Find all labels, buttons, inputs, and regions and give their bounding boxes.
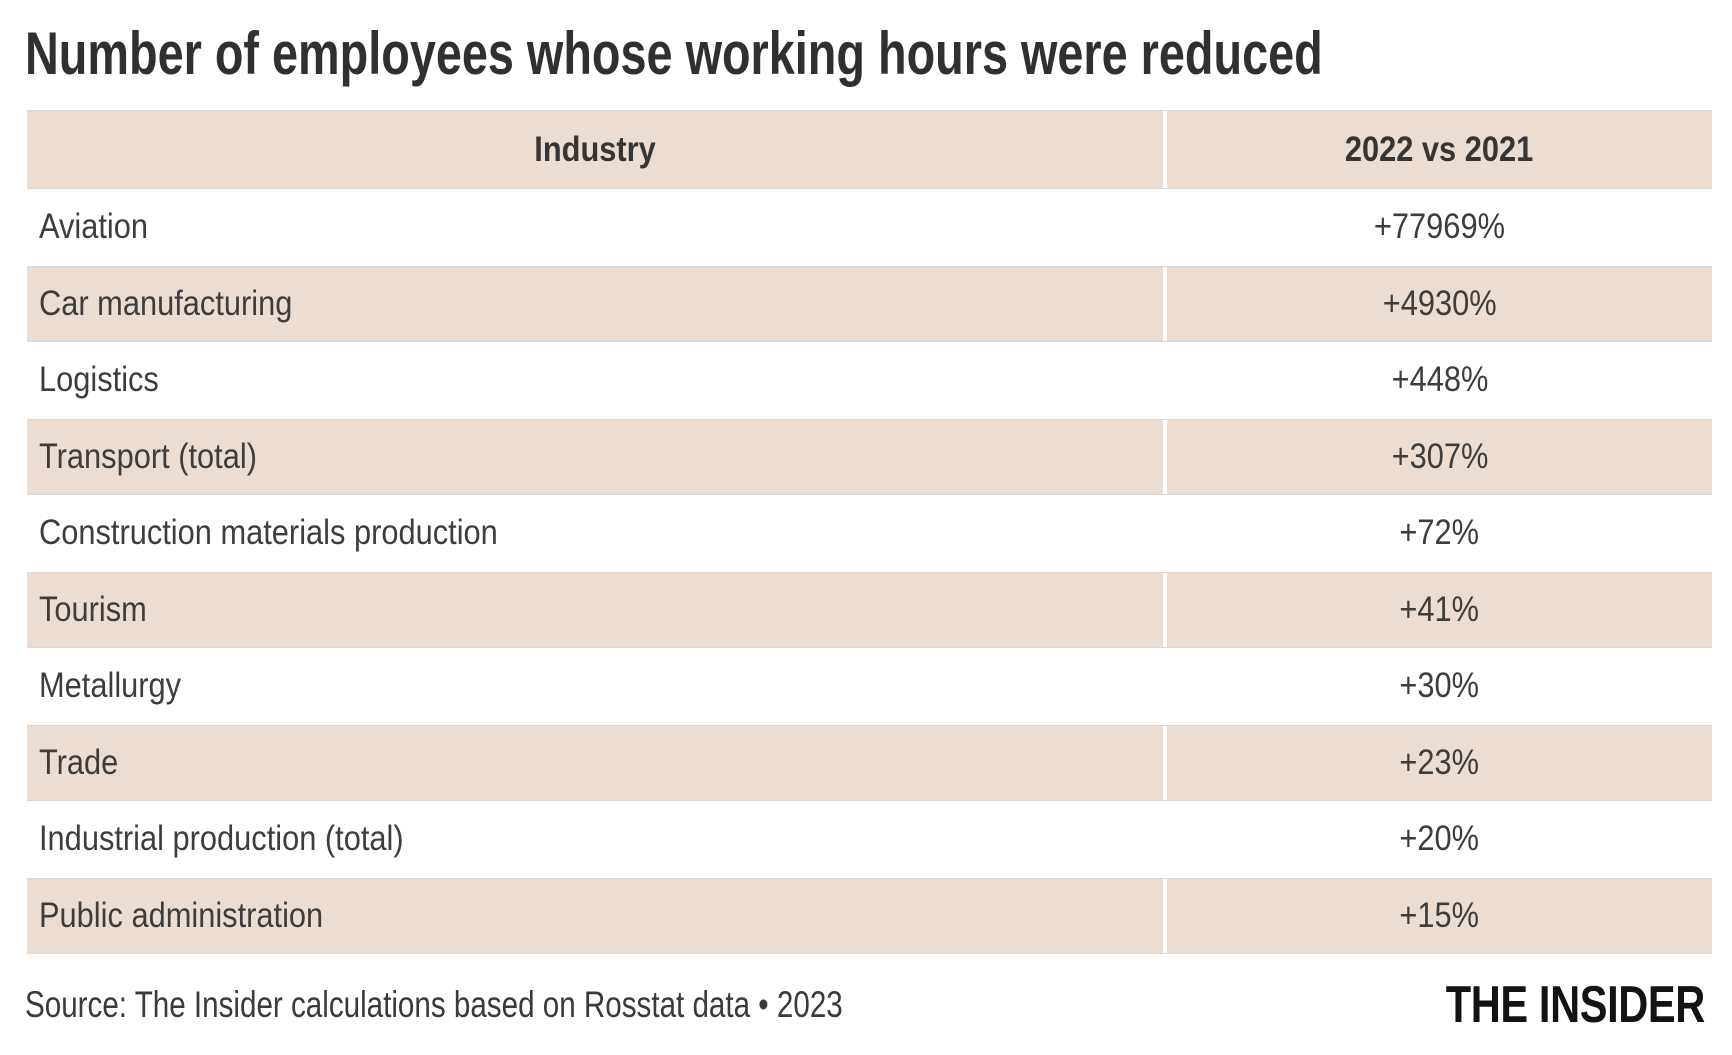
industry-cell: Car manufacturing xyxy=(27,267,1163,342)
brand-logo-text: THE INSIDER xyxy=(1445,976,1705,1034)
header-cell-industry: Industry xyxy=(27,111,1163,188)
table-row: Transport (total) +307% xyxy=(27,418,1712,495)
change-cell: +15% xyxy=(1163,878,1712,953)
change-cell-text: +15% xyxy=(1399,895,1480,935)
change-cell-text: +307% xyxy=(1391,436,1488,476)
change-cell: +4930% xyxy=(1163,266,1712,341)
chart-title: Number of employees whose working hours … xyxy=(25,22,1712,86)
change-cell: +72% xyxy=(1163,495,1712,572)
source-note: Source: The Insider calculations based o… xyxy=(25,984,1047,1026)
change-cell: +23% xyxy=(1163,725,1712,800)
source-note-text: Source: The Insider calculations based o… xyxy=(25,984,843,1025)
change-cell: +77969% xyxy=(1163,189,1712,266)
table-row: Industrial production (total) +20% xyxy=(27,801,1712,878)
industry-cell: Metallurgy xyxy=(27,648,1163,725)
industry-cell: Tourism xyxy=(27,573,1163,648)
footer: Source: The Insider calculations based o… xyxy=(25,975,1705,1035)
industry-cell-text: Metallurgy xyxy=(39,666,182,706)
industry-cell: Trade xyxy=(27,726,1163,801)
column-header-change-label: 2022 vs 2021 xyxy=(1345,129,1534,169)
table-row: Public administration +15% xyxy=(27,877,1712,954)
change-cell-text: +4930% xyxy=(1382,283,1497,323)
industry-cell-text: Aviation xyxy=(39,207,149,247)
table-row: Metallurgy +30% xyxy=(27,648,1712,725)
change-cell-text: +72% xyxy=(1399,513,1480,553)
table-row: Construction materials production +72% xyxy=(27,495,1712,572)
industry-cell-text: Industrial production (total) xyxy=(39,819,404,859)
industry-cell-text: Logistics xyxy=(39,360,159,400)
header-cell-change: 2022 vs 2021 xyxy=(1163,111,1712,188)
table-row: Car manufacturing +4930% xyxy=(27,265,1712,342)
table-row: Aviation +77969% xyxy=(27,189,1712,266)
table-row: Trade +23% xyxy=(27,724,1712,801)
column-header-industry-label: Industry xyxy=(534,129,656,169)
change-cell-text: +77969% xyxy=(1373,207,1506,247)
data-table: Industry 2022 vs 2021 Aviation +77969% C… xyxy=(27,110,1712,954)
change-cell-text: +448% xyxy=(1391,360,1488,400)
industry-cell: Construction materials production xyxy=(27,495,1163,572)
change-cell-text: +41% xyxy=(1399,589,1480,629)
industry-cell-text: Public administration xyxy=(39,895,324,935)
brand-logo: THE INSIDER xyxy=(1381,975,1705,1035)
industry-cell: Aviation xyxy=(27,189,1163,266)
table-header-row: Industry 2022 vs 2021 xyxy=(27,110,1712,189)
change-cell-text: +23% xyxy=(1399,742,1480,782)
industry-cell-text: Tourism xyxy=(39,589,147,629)
change-cell: +307% xyxy=(1163,419,1712,494)
industry-cell: Industrial production (total) xyxy=(27,801,1163,878)
industry-cell: Logistics xyxy=(27,342,1163,419)
change-cell: +20% xyxy=(1163,801,1712,878)
industry-cell-text: Construction materials production xyxy=(39,513,498,553)
change-cell: +448% xyxy=(1163,342,1712,419)
industry-cell-text: Car manufacturing xyxy=(39,283,293,323)
change-cell-text: +20% xyxy=(1399,819,1480,859)
chart-title-text: Number of employees whose working hours … xyxy=(25,20,1323,87)
change-cell: +41% xyxy=(1163,572,1712,647)
industry-cell-text: Transport (total) xyxy=(39,436,257,476)
industry-cell-text: Trade xyxy=(39,742,119,782)
industry-cell: Transport (total) xyxy=(27,420,1163,495)
table-row: Tourism +41% xyxy=(27,571,1712,648)
change-cell: +30% xyxy=(1163,648,1712,725)
change-cell-text: +30% xyxy=(1399,666,1480,706)
industry-cell: Public administration xyxy=(27,879,1163,954)
table-row: Logistics +448% xyxy=(27,342,1712,419)
